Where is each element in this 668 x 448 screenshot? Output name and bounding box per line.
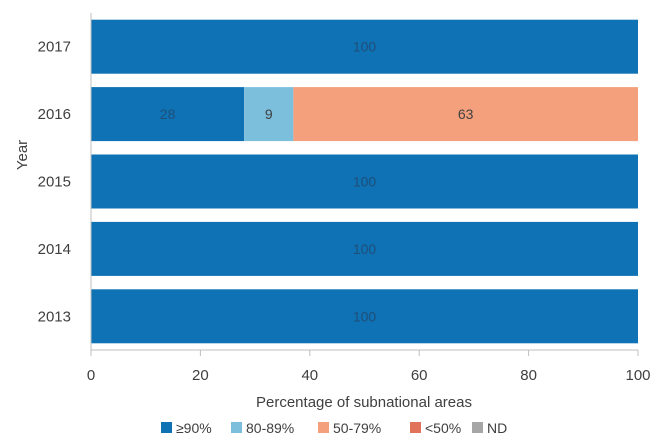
- data-label: 28: [160, 106, 176, 122]
- legend-label: <50%: [425, 420, 461, 436]
- bar-segment: [91, 19, 638, 74]
- y-axis-label: Year: [14, 140, 31, 170]
- data-label: 9: [265, 106, 273, 122]
- x-axis-label: Percentage of subnational areas: [256, 394, 472, 411]
- legend-label: 80-89%: [246, 420, 294, 436]
- legend-label: ND: [487, 420, 507, 436]
- bar-segment: [293, 87, 638, 142]
- bar-segment: [91, 289, 638, 344]
- x-tick-label: 80: [520, 367, 537, 384]
- data-label: 100: [353, 241, 377, 257]
- bars-layer: 100 28 9 63 100 100 100: [91, 19, 638, 344]
- x-tick-label: 100: [625, 367, 650, 384]
- y-tick-label: 2014: [38, 241, 71, 258]
- legend-swatch: [410, 422, 421, 433]
- data-label: 63: [458, 106, 474, 122]
- y-tick-label: 2016: [38, 106, 71, 123]
- bar-segment: [244, 87, 294, 142]
- x-tick-label: 40: [301, 367, 318, 384]
- data-label: 100: [353, 39, 377, 55]
- legend-swatch: [231, 422, 242, 433]
- y-tick-label: 2013: [38, 308, 71, 325]
- x-tick-label: 20: [192, 367, 209, 384]
- axes-layer: 2017 2016 2015 2014 2013 0 20 40 60 80 100: [38, 13, 651, 384]
- bar-segment: [91, 87, 245, 142]
- legend-swatch: [161, 422, 172, 433]
- bar-segment: [91, 221, 638, 276]
- bar-segment: [91, 154, 638, 209]
- data-label: 100: [353, 174, 377, 190]
- legend: ≥90% 80-89% 50-79% <50% ND: [161, 420, 507, 436]
- x-tick-label: 60: [411, 367, 428, 384]
- data-label: 100: [353, 308, 377, 324]
- x-tick-label: 0: [87, 367, 95, 384]
- y-tick-label: 2017: [38, 39, 71, 56]
- legend-swatch: [318, 422, 329, 433]
- legend-swatch: [472, 422, 483, 433]
- legend-label: 50-79%: [333, 420, 381, 436]
- legend-label: ≥90%: [176, 420, 212, 436]
- y-tick-label: 2015: [38, 174, 71, 191]
